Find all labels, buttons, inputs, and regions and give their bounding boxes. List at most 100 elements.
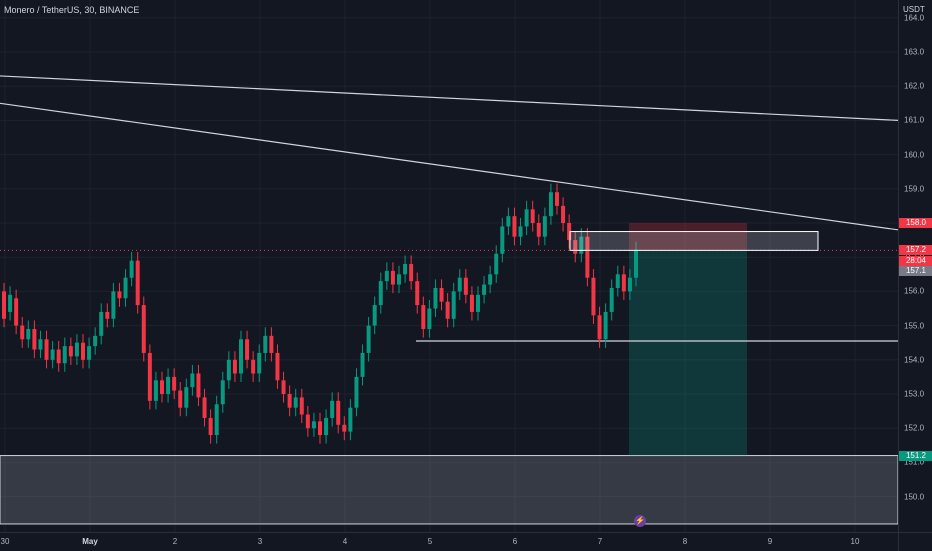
candle-body xyxy=(135,260,140,306)
candle-body xyxy=(166,376,171,394)
candle-body xyxy=(26,329,31,340)
candle-body xyxy=(627,277,632,292)
candle-body xyxy=(62,346,67,364)
candle-body xyxy=(451,291,456,319)
time-axis[interactable]: 30 May 2 3 4 5 6 7 8 9 10 xyxy=(0,532,898,551)
candle-body xyxy=(190,373,195,388)
candle-body xyxy=(457,277,462,292)
candle-body xyxy=(105,311,110,319)
chart-area[interactable]: Monero / TetherUS, 30, BINANCE ⚡ xyxy=(0,0,898,532)
candle-body xyxy=(226,359,231,381)
candle-body xyxy=(202,397,207,418)
candle-body xyxy=(8,294,13,312)
candle-body xyxy=(2,291,6,319)
price-tick-label: 164.0 xyxy=(904,13,925,23)
candle-body xyxy=(74,342,79,357)
candle-body xyxy=(336,400,341,425)
price-tick-label: 162.0 xyxy=(904,81,925,91)
candle-body xyxy=(615,274,620,288)
time-tick-label: 6 xyxy=(512,537,518,546)
candle-body xyxy=(141,305,146,353)
candle-body xyxy=(378,281,383,306)
time-tick-label: 7 xyxy=(597,537,603,546)
candle-body xyxy=(585,236,590,278)
candle-body xyxy=(305,414,310,429)
candle-body xyxy=(318,421,322,436)
candle-body xyxy=(500,226,505,254)
candle-body xyxy=(208,417,213,436)
candle-body xyxy=(384,270,389,282)
candle-body xyxy=(597,315,602,340)
candle-body xyxy=(548,192,553,217)
candle-body xyxy=(269,335,274,353)
candle-body xyxy=(433,287,438,309)
symbol-title: Monero / TetherUS, 30, BINANCE xyxy=(4,5,140,15)
price-tick-label: 153.0 xyxy=(904,389,925,399)
candle-body xyxy=(214,404,219,436)
candle-body xyxy=(81,342,85,360)
candle-body xyxy=(421,305,426,330)
candle-body xyxy=(68,346,73,357)
candle-body xyxy=(567,223,572,241)
candle-body xyxy=(287,394,292,408)
candle-body xyxy=(123,277,128,299)
time-tick-label: 4 xyxy=(342,537,348,546)
candle-body xyxy=(117,291,122,299)
candle-body xyxy=(542,216,547,237)
candle-body xyxy=(275,352,280,381)
price-badge: 158.0 xyxy=(899,218,932,228)
candle-body xyxy=(87,346,92,360)
price-badge: 28:04 xyxy=(899,256,932,267)
candle-body xyxy=(609,287,614,312)
price-tick-label: 151.0 xyxy=(904,457,925,467)
candle-body xyxy=(360,352,365,377)
time-tick-label: 3 xyxy=(257,537,263,546)
candle-body xyxy=(147,352,152,401)
candle-body xyxy=(348,407,353,432)
candle-body xyxy=(415,281,420,306)
price-badge: 157.2 xyxy=(899,245,932,256)
price-tick-label: 161.0 xyxy=(904,115,925,125)
time-tick-label: May xyxy=(82,537,98,546)
candle-body xyxy=(372,305,377,326)
price-axis[interactable]: USDT 164.0 163.0 162.0 161.0 160.0 159.0 158.0… xyxy=(898,0,932,532)
candle-body xyxy=(579,236,584,254)
candle-body xyxy=(220,380,225,405)
candle-body xyxy=(293,397,298,408)
price-tick-label: 160.0 xyxy=(904,150,925,160)
candle-body xyxy=(506,216,511,227)
candle-body xyxy=(555,192,559,206)
candle-body xyxy=(530,209,535,223)
candle-body xyxy=(330,400,335,418)
candle-body xyxy=(160,380,164,394)
price-tick-label: 154.0 xyxy=(904,355,925,365)
candle-body xyxy=(324,417,329,436)
candle-body xyxy=(245,339,250,360)
candle-body xyxy=(342,424,347,432)
candle-body xyxy=(251,359,256,374)
supply-zone xyxy=(569,231,819,251)
candle-body xyxy=(354,376,359,408)
time-tick-label: 10 xyxy=(850,537,860,546)
candle-body xyxy=(463,277,468,295)
time-tick-label: 30 xyxy=(0,537,10,546)
candle-body xyxy=(469,294,474,312)
candle-body xyxy=(561,205,566,223)
candle-body xyxy=(573,240,578,254)
candle-body xyxy=(281,380,286,394)
candle-body xyxy=(397,274,401,285)
candle-body xyxy=(603,311,608,340)
candle-body xyxy=(184,387,189,408)
event-icon[interactable]: ⚡ xyxy=(634,515,646,527)
candle-body xyxy=(476,294,480,312)
trendline-lower xyxy=(0,102,898,231)
candle-body xyxy=(482,284,487,295)
position-stop-zone xyxy=(629,223,747,251)
candle-body xyxy=(14,298,19,326)
price-chart[interactable] xyxy=(0,0,898,532)
position-target-zone xyxy=(629,250,747,456)
candle-body xyxy=(50,349,55,360)
candle-body xyxy=(93,335,98,347)
price-tick-label: 152.0 xyxy=(904,423,925,433)
candle-body xyxy=(494,253,499,275)
